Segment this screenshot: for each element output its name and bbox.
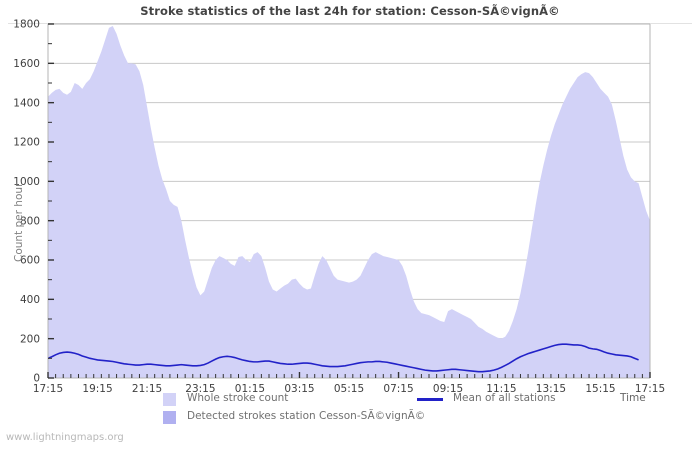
svg-text:07:15: 07:15 bbox=[383, 383, 413, 395]
page-title: Stroke statistics of the last 24h for st… bbox=[140, 4, 560, 18]
svg-text:400: 400 bbox=[20, 294, 40, 306]
watermark-text: www.lightningmaps.org bbox=[6, 432, 124, 443]
legend-line-mean-of-all-stations bbox=[417, 398, 443, 401]
svg-text:200: 200 bbox=[20, 333, 40, 345]
y-axis-title: Count per hour bbox=[13, 182, 25, 262]
svg-text:0: 0 bbox=[33, 373, 40, 385]
svg-text:1000: 1000 bbox=[13, 176, 40, 188]
svg-text:17:15: 17:15 bbox=[33, 383, 63, 395]
svg-text:1200: 1200 bbox=[13, 137, 40, 149]
svg-text:05:15: 05:15 bbox=[334, 383, 364, 395]
svg-text:11:15: 11:15 bbox=[486, 383, 516, 395]
legend-label-whole-stroke-count: Whole stroke count bbox=[187, 392, 289, 404]
svg-text:23:15: 23:15 bbox=[185, 383, 215, 395]
svg-text:03:15: 03:15 bbox=[284, 383, 314, 395]
svg-text:1400: 1400 bbox=[13, 97, 40, 109]
svg-text:1800: 1800 bbox=[13, 19, 40, 31]
svg-text:13:15: 13:15 bbox=[536, 383, 566, 395]
x-axis-ticks: 17:15 19:15 21:15 23:15 01:15 03:15 05:15 07:15… bbox=[33, 372, 665, 395]
line-mean-of-all-stations bbox=[47, 343, 639, 373]
chart-legend: Whole stroke count Detected strokes stat… bbox=[0, 390, 700, 430]
x-axis-title: Time bbox=[620, 392, 646, 404]
area-whole-stroke-count bbox=[48, 25, 650, 378]
svg-text:09:15: 09:15 bbox=[433, 383, 463, 395]
svg-text:15:15: 15:15 bbox=[585, 383, 615, 395]
legend-swatch-detected-station bbox=[163, 411, 176, 424]
svg-text:1600: 1600 bbox=[13, 58, 40, 70]
svg-text:17:15: 17:15 bbox=[635, 383, 665, 395]
svg-text:21:15: 21:15 bbox=[132, 383, 162, 395]
svg-text:19:15: 19:15 bbox=[82, 383, 112, 395]
legend-swatch-whole-stroke-count bbox=[163, 393, 176, 406]
legend-label-mean-of-all-stations: Mean of all stations bbox=[453, 392, 556, 404]
legend-label-detected-station: Detected strokes station Cesson-SÃ©vignÃ… bbox=[187, 410, 426, 422]
svg-text:800: 800 bbox=[20, 215, 40, 227]
svg-text:600: 600 bbox=[20, 255, 40, 267]
svg-text:01:15: 01:15 bbox=[235, 383, 265, 395]
y-axis-ticks: 0 200 400 600 800 1000 1200 1400 1600 1800 bbox=[13, 19, 54, 385]
